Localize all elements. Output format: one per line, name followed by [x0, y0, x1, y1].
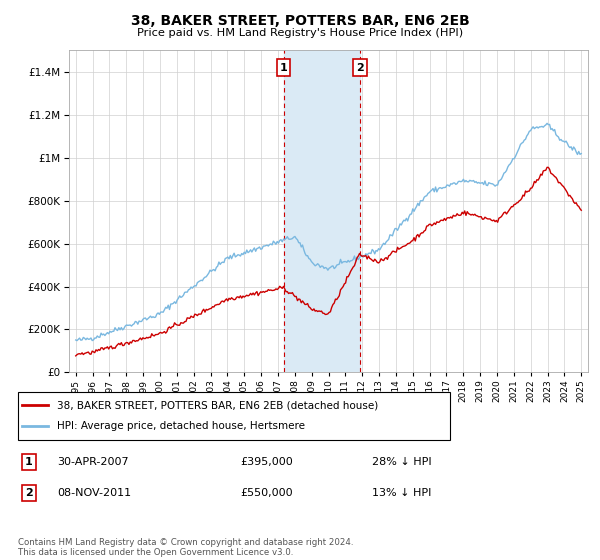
Text: 2: 2: [356, 63, 364, 73]
Bar: [284, 50, 359, 372]
Text: 38, BAKER STREET, POTTERS BAR, EN6 2EB (detached house): 38, BAKER STREET, POTTERS BAR, EN6 2EB (…: [57, 400, 378, 410]
Text: 2: 2: [25, 488, 32, 498]
Text: 1: 1: [280, 63, 287, 73]
Text: 13% ↓ HPI: 13% ↓ HPI: [372, 488, 431, 498]
Text: 30-APR-2007: 30-APR-2007: [57, 457, 128, 467]
Text: 28% ↓ HPI: 28% ↓ HPI: [372, 457, 431, 467]
Text: Price paid vs. HM Land Registry's House Price Index (HPI): Price paid vs. HM Land Registry's House …: [137, 28, 463, 38]
Text: £395,000: £395,000: [240, 457, 293, 467]
Text: Contains HM Land Registry data © Crown copyright and database right 2024.
This d: Contains HM Land Registry data © Crown c…: [18, 538, 353, 557]
Text: HPI: Average price, detached house, Hertsmere: HPI: Average price, detached house, Hert…: [57, 421, 305, 431]
Text: £550,000: £550,000: [240, 488, 293, 498]
Text: 08-NOV-2011: 08-NOV-2011: [57, 488, 131, 498]
Text: 38, BAKER STREET, POTTERS BAR, EN6 2EB: 38, BAKER STREET, POTTERS BAR, EN6 2EB: [131, 14, 469, 28]
Text: 1: 1: [25, 457, 32, 467]
